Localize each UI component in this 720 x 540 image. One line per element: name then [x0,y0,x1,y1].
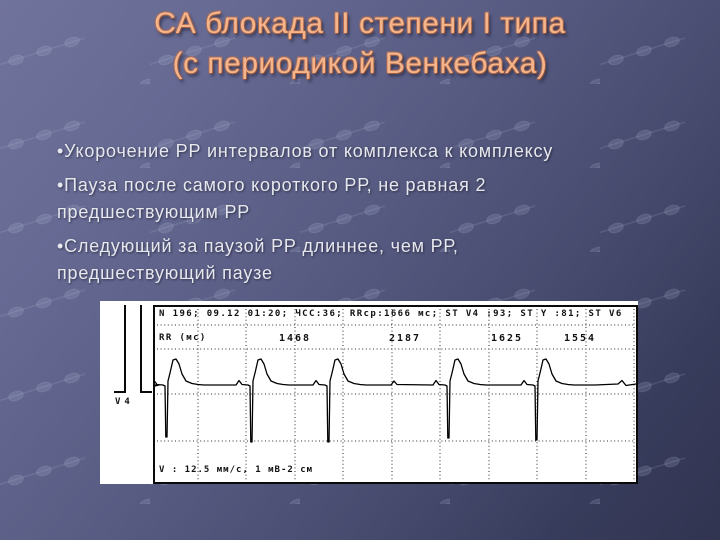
ecg-image: V4 N 196; 09.12 01:20; ЧСС:36; RRср:1666… [100,301,638,484]
ecg-header-text: N 196; 09.12 01:20; ЧСС:36; RRср:1666 мс… [159,309,623,319]
ecg-rr-value-4: 1554 [563,333,597,344]
ecg-rr-value-3: 1625 [490,333,524,344]
ecg-rr-value-2: 2187 [388,333,422,344]
ecg-trace [155,358,636,443]
bullet-item-2: •Пауза после самого короткого РР, не рав… [57,175,487,222]
ecg-grid [157,309,635,480]
slide-title: СА блокада II степени I типа (с периодик… [154,7,566,80]
ecg-recorder-box: N 196; 09.12 01:20; ЧСС:36; RRср:1666 мс… [153,305,638,484]
bullet-item-3: •Следующий за паузой РР длиннее, чем РР,… [57,236,459,283]
bullet-list: •Укорочение РР интервалов от комплекса к… [57,138,667,294]
ecg-rr-value-1: 1468 [278,333,312,344]
calibration-pulse-icon [114,305,152,393]
bullet-item-1: •Укорочение РР интервалов от комплекса к… [57,141,554,161]
ecg-waveform [155,309,636,480]
ecg-rr-label: RR (мс) [159,333,207,343]
ecg-lead-label: V4 [115,397,134,407]
ecg-footer-text: V : 12.5 мм/с, 1 мВ-2 см [159,465,314,475]
